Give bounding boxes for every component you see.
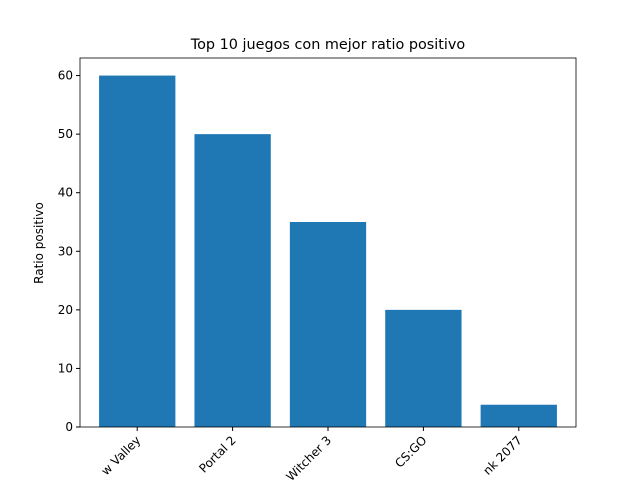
y-tick-label: 50	[58, 127, 73, 141]
bar	[385, 309, 462, 427]
y-tick-label: 10	[58, 361, 73, 375]
bar	[99, 75, 176, 428]
bar	[289, 222, 367, 427]
bar	[480, 404, 557, 427]
chart-title: Top 10 juegos con mejor ratio positivo	[190, 37, 466, 53]
x-tick-label: Witcher 3	[283, 433, 334, 480]
y-tick-label: 40	[58, 186, 73, 200]
x-tick-label: Portal 2	[196, 433, 238, 475]
y-tick-label: 20	[58, 303, 73, 317]
y-axis-label: Ratio positivo	[32, 202, 46, 284]
x-tick-label: CS:GO	[392, 433, 429, 470]
y-tick-label: 30	[58, 244, 73, 258]
x-tick-label: w Valley	[99, 433, 144, 478]
plot-frame	[79, 57, 577, 428]
bar	[194, 134, 271, 427]
x-tick-label: nk 2077	[480, 433, 524, 477]
y-tick-label: 0	[65, 420, 73, 434]
y-tick-label: 60	[58, 69, 73, 83]
